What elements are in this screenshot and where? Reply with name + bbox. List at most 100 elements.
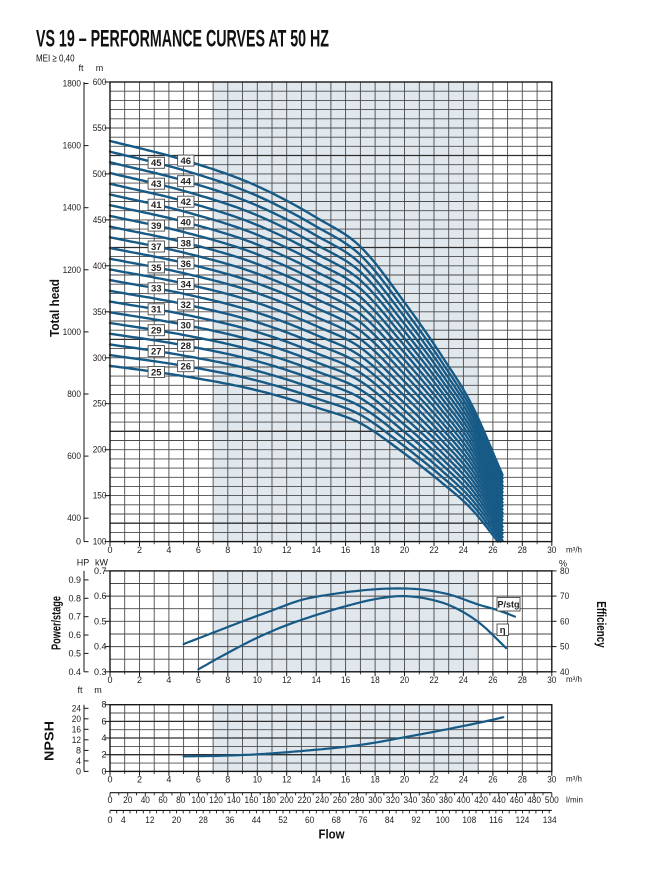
svg-text:l/min: l/min — [566, 795, 583, 804]
svg-text:m³/h: m³/h — [566, 775, 582, 784]
svg-text:68: 68 — [332, 815, 341, 825]
svg-text:%: % — [559, 558, 567, 568]
svg-text:20: 20 — [123, 795, 132, 805]
svg-text:380: 380 — [439, 795, 453, 805]
svg-text:70: 70 — [560, 591, 569, 601]
svg-text:30: 30 — [547, 774, 556, 784]
svg-text:30: 30 — [547, 675, 556, 685]
svg-text:34: 34 — [181, 279, 192, 290]
svg-text:0.7: 0.7 — [94, 566, 107, 576]
svg-text:26: 26 — [488, 675, 497, 685]
svg-text:0.6: 0.6 — [68, 630, 81, 640]
svg-text:8: 8 — [101, 700, 106, 710]
svg-text:0: 0 — [76, 537, 81, 547]
svg-text:44: 44 — [181, 177, 192, 188]
svg-text:124: 124 — [516, 815, 530, 825]
svg-text:300: 300 — [368, 795, 382, 805]
svg-text:16: 16 — [341, 675, 350, 685]
svg-text:6: 6 — [196, 675, 201, 685]
svg-text:28: 28 — [518, 675, 527, 685]
svg-text:20: 20 — [400, 774, 409, 784]
svg-text:8: 8 — [225, 675, 230, 685]
svg-text:500: 500 — [545, 795, 559, 805]
svg-text:kW: kW — [95, 557, 109, 567]
svg-text:600: 600 — [67, 451, 81, 461]
svg-text:42: 42 — [181, 197, 192, 208]
svg-text:450: 450 — [93, 215, 107, 225]
svg-text:m³/h: m³/h — [566, 675, 582, 684]
svg-text:16: 16 — [72, 724, 81, 734]
svg-text:2: 2 — [101, 750, 106, 760]
svg-text:HP: HP — [77, 557, 90, 567]
svg-text:10: 10 — [253, 675, 262, 685]
svg-text:m³/h: m³/h — [566, 545, 582, 554]
svg-text:η: η — [500, 625, 506, 636]
svg-text:28: 28 — [181, 341, 192, 352]
svg-text:24: 24 — [459, 774, 468, 784]
svg-text:200: 200 — [280, 795, 294, 805]
svg-text:6: 6 — [196, 545, 201, 555]
svg-text:18: 18 — [371, 545, 380, 555]
svg-text:40: 40 — [560, 667, 569, 677]
svg-text:28: 28 — [518, 545, 527, 555]
svg-text:8: 8 — [225, 774, 230, 784]
svg-text:24: 24 — [459, 675, 468, 685]
svg-text:MEI ≥ 0,40: MEI ≥ 0,40 — [36, 53, 75, 65]
svg-text:150: 150 — [93, 491, 107, 501]
svg-text:0.8: 0.8 — [68, 593, 81, 603]
svg-text:60: 60 — [560, 616, 569, 626]
svg-text:33: 33 — [151, 284, 162, 295]
svg-text:Power/stage: Power/stage — [49, 596, 64, 650]
svg-text:45: 45 — [151, 158, 162, 169]
svg-text:32: 32 — [181, 300, 192, 311]
svg-text:76: 76 — [358, 815, 367, 825]
svg-text:14: 14 — [312, 774, 321, 784]
svg-text:ft: ft — [78, 63, 84, 73]
svg-text:36: 36 — [181, 259, 192, 270]
svg-text:18: 18 — [371, 675, 380, 685]
svg-text:0: 0 — [107, 675, 112, 685]
svg-text:480: 480 — [527, 795, 541, 805]
svg-text:1600: 1600 — [63, 141, 81, 151]
svg-text:2: 2 — [137, 774, 142, 784]
svg-text:4: 4 — [166, 774, 171, 784]
svg-text:1200: 1200 — [63, 265, 81, 275]
svg-text:40: 40 — [141, 795, 150, 805]
svg-text:26: 26 — [488, 774, 497, 784]
svg-text:80: 80 — [560, 566, 569, 576]
svg-text:360: 360 — [421, 795, 435, 805]
svg-text:116: 116 — [489, 815, 503, 825]
svg-text:0.5: 0.5 — [68, 648, 81, 658]
svg-text:0: 0 — [76, 766, 81, 776]
svg-text:25: 25 — [151, 367, 162, 378]
svg-text:39: 39 — [151, 221, 162, 232]
svg-text:26: 26 — [488, 545, 497, 555]
svg-text:20: 20 — [72, 714, 81, 724]
svg-text:134: 134 — [543, 815, 557, 825]
svg-text:0: 0 — [101, 766, 106, 776]
svg-text:10: 10 — [253, 774, 262, 784]
svg-text:0.3: 0.3 — [94, 667, 107, 677]
svg-text:460: 460 — [510, 795, 524, 805]
svg-text:4: 4 — [121, 815, 126, 825]
svg-text:14: 14 — [312, 545, 321, 555]
svg-text:18: 18 — [371, 774, 380, 784]
svg-text:350: 350 — [93, 307, 107, 317]
svg-text:108: 108 — [462, 815, 476, 825]
svg-text:0.7: 0.7 — [68, 612, 81, 622]
svg-text:440: 440 — [492, 795, 506, 805]
svg-text:550: 550 — [93, 123, 107, 133]
svg-text:P/stg: P/stg — [497, 600, 519, 610]
svg-text:8: 8 — [225, 545, 230, 555]
svg-text:0.5: 0.5 — [94, 616, 107, 626]
svg-text:20: 20 — [400, 545, 409, 555]
svg-text:6: 6 — [196, 774, 201, 784]
svg-text:280: 280 — [351, 795, 365, 805]
svg-text:43: 43 — [151, 179, 162, 190]
svg-text:m: m — [94, 685, 102, 695]
svg-text:14: 14 — [312, 675, 321, 685]
svg-text:0.4: 0.4 — [94, 642, 107, 652]
svg-text:250: 250 — [93, 399, 107, 409]
svg-text:38: 38 — [181, 238, 192, 249]
svg-text:36: 36 — [225, 815, 234, 825]
